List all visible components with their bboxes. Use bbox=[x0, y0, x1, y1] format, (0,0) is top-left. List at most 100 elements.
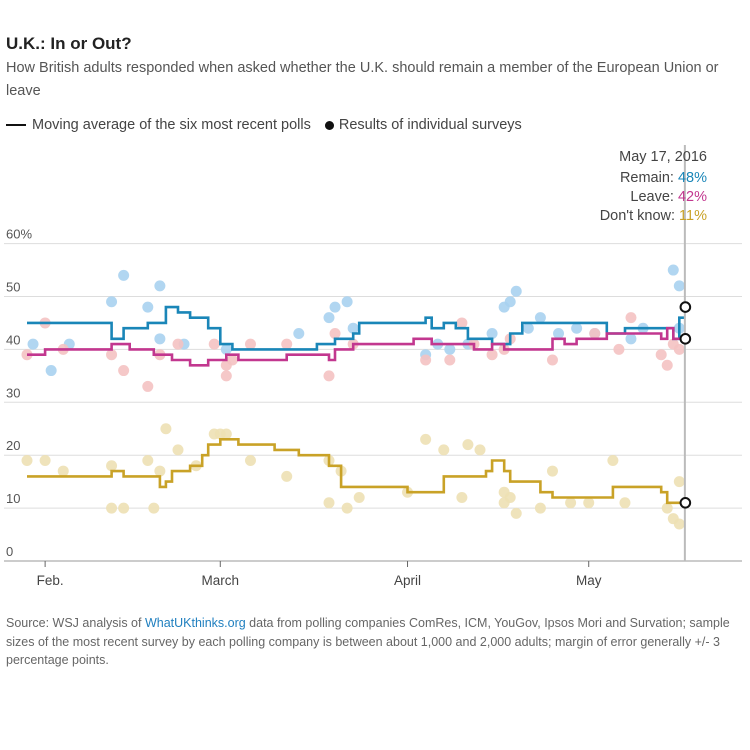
leave-survey-dot bbox=[486, 349, 498, 361]
leave-survey-dot bbox=[172, 338, 184, 350]
remain-survey-dot bbox=[522, 322, 534, 334]
tooltip-remain-label: Remain: bbox=[620, 170, 678, 186]
dontknow-survey-dot bbox=[39, 454, 51, 466]
remain-survey-dot bbox=[154, 280, 166, 292]
leave-survey-dot bbox=[625, 312, 637, 324]
dontknow-moving-average-line bbox=[27, 437, 686, 505]
tooltip-dk-label: Don't know: bbox=[600, 208, 679, 224]
y-tick-label: 20 bbox=[6, 438, 20, 453]
dontknow-survey-dot bbox=[106, 460, 118, 472]
leave-survey-dot bbox=[546, 354, 558, 366]
x-tick-label: March bbox=[202, 573, 240, 588]
legend-line-swatch bbox=[6, 123, 26, 127]
x-tick-label: April bbox=[394, 573, 421, 588]
survey-dots bbox=[21, 264, 685, 530]
remain-survey-dot bbox=[329, 301, 341, 313]
dontknow-highlight-marker bbox=[679, 497, 692, 509]
leave-survey-dot bbox=[444, 354, 456, 366]
remain-survey-dot bbox=[118, 269, 130, 281]
remain-survey-dot bbox=[571, 322, 583, 334]
tooltip-remain: Remain: 48% bbox=[620, 170, 707, 186]
dontknow-survey-dot bbox=[420, 433, 432, 445]
remain-survey-dot bbox=[673, 280, 685, 292]
chart-subtitle: How British adults responded when asked … bbox=[6, 60, 719, 99]
moving-average-lines bbox=[27, 305, 686, 505]
remain-survey-dot bbox=[444, 343, 456, 355]
tooltip-remain-value: 48% bbox=[678, 170, 707, 186]
legend-dot-label: Results of individual surveys bbox=[338, 117, 522, 133]
remain-survey-dot bbox=[154, 333, 166, 345]
dontknow-survey-dot bbox=[607, 454, 619, 466]
tooltip-dk-value: 11% bbox=[679, 208, 707, 224]
dontknow-survey-dot bbox=[172, 444, 184, 456]
remain-survey-dot bbox=[27, 338, 39, 350]
leave-survey-dot bbox=[244, 338, 256, 350]
leave-survey-dot bbox=[226, 354, 238, 366]
source-prefix: Source: WSJ analysis of bbox=[6, 616, 145, 630]
tooltip-leave: Leave: 42% bbox=[630, 189, 707, 205]
legend: Moving average of the six most recent po… bbox=[6, 117, 522, 133]
remain-survey-dot bbox=[45, 365, 57, 377]
y-tick-label: 60% bbox=[6, 227, 32, 242]
remain-survey-dot bbox=[293, 328, 305, 340]
remain-survey-dot bbox=[504, 296, 516, 308]
legend-dot-swatch bbox=[324, 120, 334, 130]
dontknow-survey-dot bbox=[510, 507, 522, 519]
leave-survey-dot bbox=[456, 317, 468, 329]
remain-survey-dot bbox=[347, 322, 359, 334]
remain-survey-dot bbox=[142, 301, 154, 313]
source-suffix: data from polling companies ComRes, ICM,… bbox=[6, 616, 730, 667]
leave-survey-dot bbox=[208, 338, 220, 350]
dontknow-survey-dot bbox=[281, 470, 293, 482]
source-link[interactable]: WhatUKthinks.org bbox=[144, 616, 246, 630]
leave-survey-dot bbox=[106, 349, 118, 361]
leave-survey-dot bbox=[661, 359, 673, 371]
dontknow-survey-dot bbox=[462, 439, 474, 451]
source-note: Source: WSJ analysis of WhatUKthinks.org… bbox=[6, 614, 741, 670]
dontknow-survey-dot bbox=[220, 428, 232, 440]
y-tick-label: 10 bbox=[6, 491, 20, 506]
dontknow-survey-dot bbox=[456, 492, 468, 504]
leave-survey-dot bbox=[655, 349, 667, 361]
y-tick-label: 0 bbox=[6, 544, 13, 559]
remain-survey-dot bbox=[486, 328, 498, 340]
tooltip-leave-value: 42% bbox=[678, 189, 707, 205]
dontknow-survey-dot bbox=[341, 502, 353, 514]
remain-survey-dot bbox=[625, 333, 637, 345]
dontknow-survey-dot bbox=[118, 502, 130, 514]
dontknow-survey-dot bbox=[546, 465, 558, 477]
leave-survey-dot bbox=[673, 343, 685, 355]
highlight-markers bbox=[679, 301, 692, 509]
dontknow-survey-dot bbox=[583, 497, 595, 509]
dontknow-survey-dot bbox=[160, 423, 172, 435]
leave-survey-dot bbox=[323, 370, 335, 382]
remain-survey-dot bbox=[667, 264, 679, 276]
remain-survey-dot bbox=[553, 328, 565, 340]
leave-moving-average-line bbox=[27, 326, 686, 367]
dontknow-survey-dot bbox=[106, 502, 118, 514]
axes: 60% 50 40 30 20 10 0 Feb. March April May bbox=[6, 227, 602, 588]
leave-survey-dot bbox=[589, 328, 601, 340]
dontknow-survey-dot bbox=[504, 492, 516, 504]
dontknow-survey-dot bbox=[438, 444, 450, 456]
remain-survey-dot bbox=[106, 296, 118, 308]
leave-highlight-marker bbox=[679, 333, 692, 345]
dontknow-survey-dot bbox=[565, 497, 577, 509]
x-tick-label: Feb. bbox=[37, 573, 64, 588]
tooltip-leave-label: Leave: bbox=[630, 189, 678, 205]
dontknow-survey-dot bbox=[57, 465, 69, 477]
remain-survey-dot bbox=[534, 312, 546, 324]
dontknow-survey-dot bbox=[323, 497, 335, 509]
leave-survey-dot bbox=[142, 380, 154, 392]
remain-survey-dot bbox=[510, 285, 522, 297]
leave-survey-dot bbox=[220, 370, 232, 382]
remain-survey-dot bbox=[341, 296, 353, 308]
dontknow-survey-dot bbox=[353, 492, 365, 504]
y-tick-label: 30 bbox=[6, 385, 20, 400]
dontknow-survey-dot bbox=[148, 502, 160, 514]
leave-survey-dot bbox=[118, 365, 130, 377]
remain-survey-dot bbox=[220, 343, 232, 355]
remain-survey-dot bbox=[323, 312, 335, 324]
remain-moving-average-line bbox=[27, 305, 686, 351]
